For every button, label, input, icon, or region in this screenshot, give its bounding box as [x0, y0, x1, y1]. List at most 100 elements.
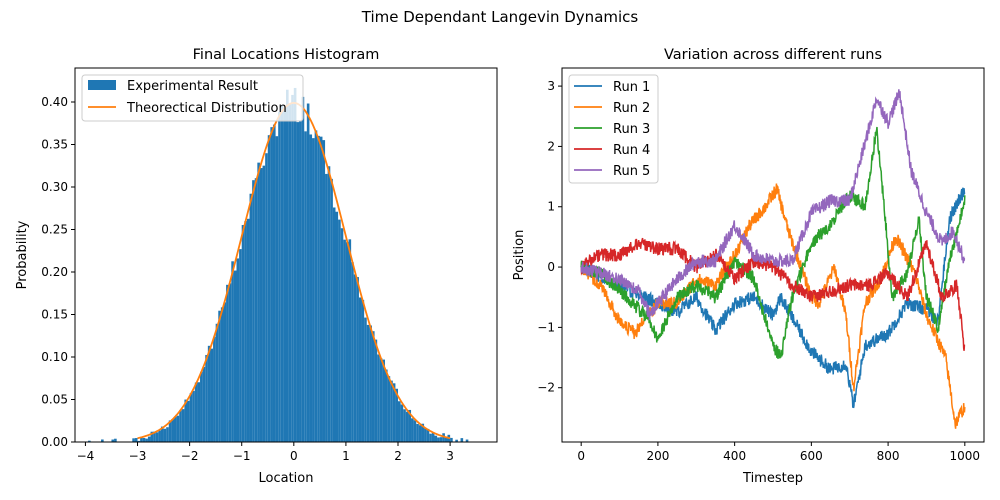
y-tick-label: 0.20 [41, 265, 68, 279]
histogram-bar [140, 437, 143, 442]
histogram-bar [296, 122, 300, 442]
histogram-bar [228, 283, 232, 442]
legend-label-run: Run 3 [613, 122, 650, 137]
histogram-bar [429, 433, 432, 442]
histogram-bar [426, 428, 430, 442]
histogram-bar [431, 432, 435, 442]
histogram-bar [444, 436, 448, 442]
runs-lines [580, 89, 966, 429]
histogram-bar [246, 218, 250, 442]
histogram-bar [288, 104, 292, 442]
histogram-bar [293, 87, 297, 442]
histogram-bar [403, 409, 406, 442]
x-tick-label: 2 [394, 449, 402, 463]
histogram-bar [147, 436, 151, 442]
histogram-bar [379, 358, 383, 442]
histogram-bar [207, 345, 211, 442]
histogram-bar [377, 354, 380, 442]
histogram-bar [286, 89, 289, 443]
histogram-bar [205, 354, 208, 442]
histogram-legend: Experimental Result Theorectical Distrib… [81, 74, 304, 122]
histogram-bar [111, 439, 115, 442]
histogram-bar [137, 440, 141, 442]
histogram-x-label: Location [259, 471, 314, 486]
histogram-bar [411, 418, 414, 442]
histogram-bar [416, 423, 419, 442]
histogram-y-label: Probability [15, 220, 30, 289]
histogram-bar [184, 399, 188, 442]
histogram-bar [348, 239, 352, 442]
histogram-bar [202, 366, 206, 442]
histogram-bar [265, 153, 268, 443]
histogram-bar [421, 423, 425, 442]
y-tick-label: 0.40 [41, 95, 68, 109]
histogram-y-ticks: 0.00 0.05 0.10 0.15 0.20 0.25 0.30 0.35 0.40 [41, 95, 75, 449]
histogram-bar [390, 380, 393, 442]
histogram-bar [338, 219, 341, 442]
histogram-bar [134, 438, 138, 442]
histogram-bar [382, 359, 385, 442]
histogram-bar [384, 369, 388, 442]
histogram-bar [153, 431, 156, 442]
histogram-bar [317, 135, 320, 443]
histogram-bar [213, 336, 216, 442]
histogram-bar [374, 339, 378, 442]
histogram-bar [439, 437, 443, 442]
x-tick-label: 200 [646, 449, 669, 463]
histogram-bar [418, 425, 422, 442]
histogram-bar [392, 383, 396, 442]
legend-label-theoretical: Theorectical Distribution [126, 101, 287, 116]
histogram-bar [325, 173, 328, 442]
histogram-bar [223, 302, 227, 442]
histogram-bar [335, 211, 339, 442]
histogram-bar [395, 388, 399, 442]
histogram-bar [460, 438, 464, 442]
histogram-bar [450, 437, 453, 442]
histogram-bar [226, 284, 229, 442]
histogram-legend-box [81, 74, 304, 122]
histogram-bar [353, 274, 357, 442]
legend-label-run: Run 4 [613, 143, 650, 158]
histogram-bar [465, 439, 469, 442]
histogram-bar [236, 258, 240, 442]
histogram-title: Final Locations Histogram [193, 47, 380, 63]
histogram-bar [361, 299, 365, 442]
histogram-bar [369, 325, 372, 442]
histogram-bar [233, 270, 237, 442]
runs-legend: Run 1 Run 2 Run 3 Run 4 Run 5 [568, 74, 659, 184]
histogram-bar [437, 437, 440, 442]
histogram-bar [176, 415, 180, 442]
histogram-bar [249, 193, 253, 442]
histogram-bar [254, 178, 258, 442]
histogram-bar [351, 262, 354, 442]
runs-frame [561, 67, 985, 443]
histogram-bar [345, 242, 349, 442]
x-tick-label: 1000 [950, 449, 981, 463]
histogram-bar [160, 426, 164, 442]
y-tick-label: −1 [537, 320, 555, 334]
histogram-bar [408, 409, 412, 442]
histogram-bar [400, 404, 404, 442]
histogram-bar [181, 409, 185, 442]
histogram-bar [291, 94, 294, 443]
y-tick-label: 3 [547, 79, 555, 93]
histogram-bar [356, 277, 359, 442]
histogram-bar [442, 433, 445, 442]
runs-title: Variation across different runs [664, 47, 882, 63]
runs-y-label: Position [512, 230, 527, 281]
histogram-frame [74, 67, 498, 443]
histogram-bar [312, 138, 315, 442]
histogram-bar [343, 239, 346, 442]
histogram-bar [142, 437, 146, 442]
y-tick-label: 0.05 [41, 393, 68, 407]
histogram-bar [163, 428, 167, 442]
histogram-bar [366, 324, 370, 442]
histogram-bar [179, 410, 182, 442]
histogram-bar [173, 416, 177, 442]
histogram-x-ticks: −4 −3 −2 −1 0 1 2 3 [77, 442, 454, 463]
histogram-bar [197, 382, 201, 442]
histogram-bar [194, 382, 198, 442]
x-tick-label: 0 [577, 449, 585, 463]
x-tick-label: 0 [290, 449, 298, 463]
histogram-bar [155, 432, 159, 442]
